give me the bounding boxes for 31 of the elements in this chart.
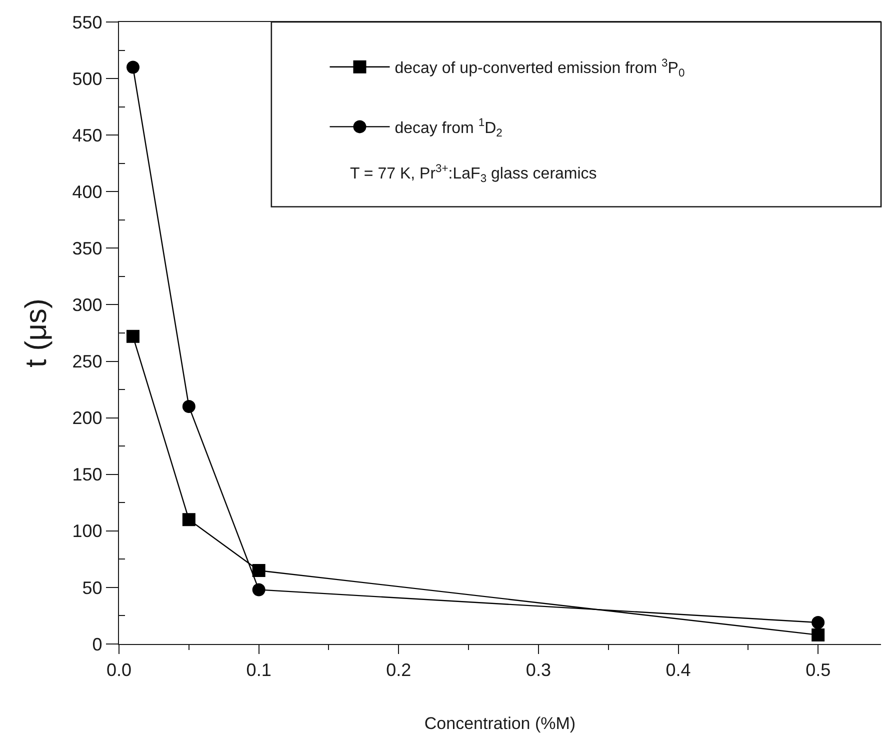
y-tick-label: 200 [72, 408, 102, 428]
y-tick-label: 400 [72, 182, 102, 202]
y-tick-label: 350 [72, 238, 102, 258]
x-axis-title: Concentration (%M) [424, 714, 576, 734]
x-tick-label: 0.5 [806, 660, 831, 680]
point [126, 60, 140, 74]
legend-label: decay of up-converted emission from $^{3}$P$_{0}$ [394, 57, 685, 80]
x-tick-label: 0.3 [526, 660, 551, 680]
legend-label: decay from $^{1}$D$_{2}$ [394, 117, 502, 140]
y-tick-label: 450 [72, 125, 102, 146]
y-tick-label: 0 [92, 634, 102, 654]
point [182, 400, 196, 414]
point [812, 628, 825, 642]
y-tick-label: 500 [72, 68, 102, 89]
annotation: T = 77 K, Pr$^{3+}$:LaF$_{3}$ glass ceramics [350, 163, 597, 186]
y-axis-title: t (μs) [20, 298, 54, 368]
y-tick-label: 50 [82, 578, 102, 598]
point [252, 583, 266, 596]
point [126, 330, 140, 343]
point [252, 564, 266, 577]
y-tick-label: 550 [72, 12, 102, 32]
x-tick-label: 0.1 [246, 660, 272, 680]
x-tick-label: 0.2 [386, 660, 412, 680]
point [182, 513, 196, 526]
y-tick-label: 100 [72, 521, 102, 542]
y-tick-label: 150 [72, 464, 102, 485]
y-tick-label: 250 [72, 352, 102, 372]
point [812, 616, 825, 630]
x-tick-label: 0.4 [666, 660, 691, 680]
y-tick-label: 300 [72, 295, 102, 316]
x-tick-label: 0.0 [106, 660, 132, 680]
